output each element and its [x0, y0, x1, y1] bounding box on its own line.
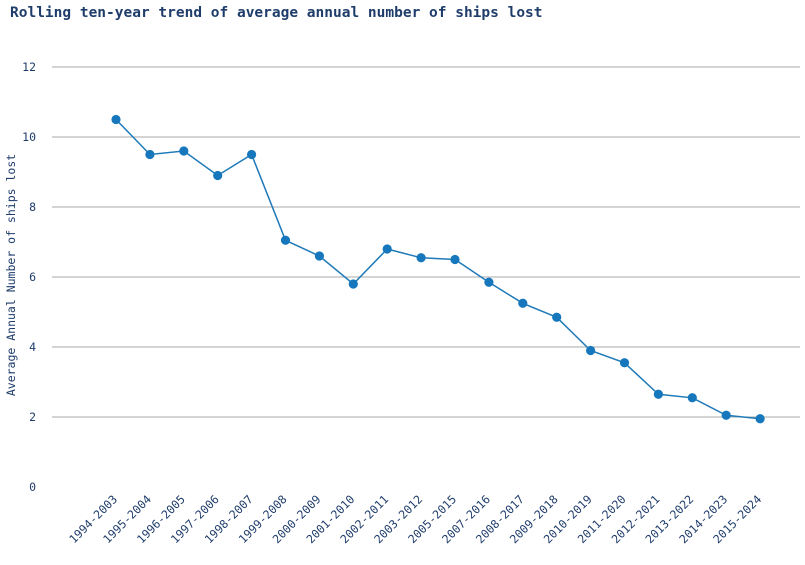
data-point[interactable] — [721, 410, 731, 420]
y-tick-label: 2 — [29, 410, 36, 424]
y-tick-label: 6 — [29, 270, 36, 284]
data-point[interactable] — [145, 149, 155, 160]
data-point[interactable] — [280, 235, 291, 245]
data-point[interactable] — [247, 149, 257, 160]
data-point[interactable] — [348, 279, 358, 289]
data-point[interactable] — [552, 312, 562, 322]
series-lines — [115, 118, 761, 420]
data-point[interactable] — [416, 253, 426, 263]
y-tick-label: 8 — [29, 200, 36, 214]
data-point[interactable] — [687, 393, 697, 403]
series-line — [115, 118, 761, 420]
data-point[interactable] — [314, 251, 324, 261]
data-point[interactable] — [450, 254, 460, 265]
y-tick-label: 4 — [29, 340, 36, 354]
data-point[interactable] — [111, 114, 121, 125]
y-tick-label: 0 — [29, 480, 36, 494]
data-point[interactable] — [213, 170, 223, 181]
data-point[interactable] — [755, 414, 765, 424]
data-point[interactable] — [382, 244, 392, 254]
data-point[interactable] — [518, 298, 528, 308]
gridlines — [52, 66, 800, 418]
data-point[interactable] — [619, 358, 630, 368]
x-tick-labels: 1994-20031995-20041996-20051997-20061998… — [66, 492, 764, 546]
chart-title: Rolling ten-year trend of average annual… — [10, 5, 543, 21]
series-points — [111, 114, 765, 424]
y-tick-label: 12 — [22, 60, 36, 74]
y-axis-label: Average Annual Number of ships lost — [4, 154, 18, 396]
y-tick-labels: 0 2 4 6 8 10 12 — [22, 60, 36, 494]
data-point[interactable] — [653, 389, 664, 399]
data-point[interactable] — [586, 345, 596, 356]
data-point[interactable] — [179, 146, 189, 156]
data-point[interactable] — [484, 277, 494, 287]
y-tick-label: 10 — [22, 130, 36, 144]
